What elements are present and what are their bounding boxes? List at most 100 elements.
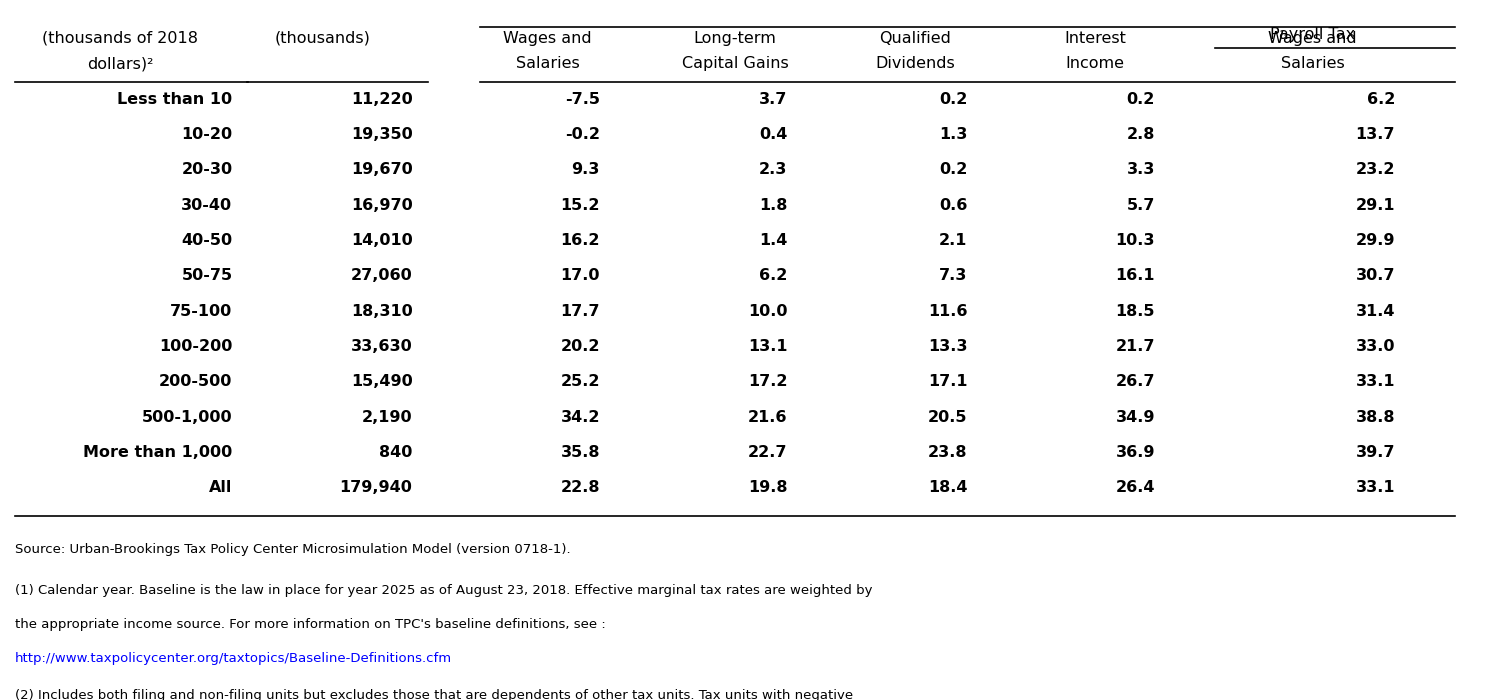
Text: -7.5: -7.5 [566,92,600,106]
Text: 10.3: 10.3 [1116,233,1155,248]
Text: 27,060: 27,060 [351,268,412,284]
Text: 0.2: 0.2 [1126,92,1155,106]
Text: 6.2: 6.2 [1366,92,1395,106]
Text: 39.7: 39.7 [1356,445,1395,460]
Text: 30.7: 30.7 [1356,268,1395,284]
Text: 7.3: 7.3 [939,268,968,284]
Text: 9.3: 9.3 [572,162,600,177]
Text: 22.8: 22.8 [561,480,600,496]
Text: 1.3: 1.3 [939,127,968,142]
Text: 2,190: 2,190 [362,410,413,425]
Text: 18.4: 18.4 [928,480,968,496]
Text: 179,940: 179,940 [339,480,412,496]
Text: 5.7: 5.7 [1126,197,1155,213]
Text: (thousands of 2018: (thousands of 2018 [42,31,198,46]
Text: 18.5: 18.5 [1116,304,1155,318]
Text: Salaries: Salaries [1281,57,1344,71]
Text: Long-term: Long-term [693,31,777,46]
Text: 30-40: 30-40 [182,197,232,213]
Text: 18,310: 18,310 [351,304,412,318]
Text: 26.4: 26.4 [1116,480,1155,496]
Text: 14,010: 14,010 [351,233,412,248]
Text: 36.9: 36.9 [1116,445,1155,460]
Text: 38.8: 38.8 [1356,410,1395,425]
Text: Payroll Tax: Payroll Tax [1270,27,1354,42]
Text: 20.5: 20.5 [928,410,968,425]
Text: 33.0: 33.0 [1356,339,1395,354]
Text: 17.0: 17.0 [561,268,600,284]
Text: 21.6: 21.6 [748,410,788,425]
Text: Salaries: Salaries [516,57,579,71]
Text: Qualified: Qualified [879,31,951,46]
Text: 2.3: 2.3 [759,162,788,177]
Text: 23.2: 23.2 [1356,162,1395,177]
Text: (thousands): (thousands) [274,31,370,46]
Text: 19.8: 19.8 [748,480,788,496]
Text: 13.3: 13.3 [928,339,968,354]
Text: 20-30: 20-30 [182,162,232,177]
Text: Interest: Interest [1064,31,1126,46]
Text: 34.9: 34.9 [1116,410,1155,425]
Text: 0.2: 0.2 [939,162,968,177]
Text: 0.4: 0.4 [759,127,788,142]
Text: 33.1: 33.1 [1356,480,1395,496]
Text: 17.7: 17.7 [561,304,600,318]
Text: 75-100: 75-100 [170,304,232,318]
Text: (2) Includes both filing and non-filing units but excludes those that are depend: (2) Includes both filing and non-filing … [15,689,853,700]
Text: 15.2: 15.2 [561,197,600,213]
Text: Dividends: Dividends [874,57,956,71]
Text: http://www.taxpolicycenter.org/taxtopics/Baseline-Definitions.cfm: http://www.taxpolicycenter.org/taxtopics… [15,652,451,664]
Text: All: All [209,480,232,496]
Text: Less than 10: Less than 10 [117,92,232,106]
Text: 13.1: 13.1 [748,339,788,354]
Text: Capital Gains: Capital Gains [681,57,789,71]
Text: 500-1,000: 500-1,000 [142,410,232,425]
Text: 33.1: 33.1 [1356,374,1395,389]
Text: 34.2: 34.2 [561,410,600,425]
Text: 2.1: 2.1 [939,233,968,248]
Text: 17.2: 17.2 [748,374,788,389]
Text: 16,970: 16,970 [351,197,412,213]
Text: Wages and: Wages and [503,31,592,46]
Text: 11,220: 11,220 [351,92,412,106]
Text: 200-500: 200-500 [159,374,232,389]
Text: 20.2: 20.2 [561,339,600,354]
Text: 16.2: 16.2 [561,233,600,248]
Text: 6.2: 6.2 [759,268,788,284]
Text: 0.2: 0.2 [939,92,968,106]
Text: 3.3: 3.3 [1126,162,1155,177]
Text: dollars)²: dollars)² [87,57,153,71]
Text: 0.6: 0.6 [939,197,968,213]
Text: 16.1: 16.1 [1116,268,1155,284]
Text: More than 1,000: More than 1,000 [84,445,232,460]
Text: 15,490: 15,490 [351,374,412,389]
Text: the appropriate income source. For more information on TPC's baseline definition: the appropriate income source. For more … [15,617,606,631]
Text: 19,350: 19,350 [351,127,412,142]
Text: Wages and: Wages and [1268,31,1358,46]
Text: 26.7: 26.7 [1116,374,1155,389]
Text: -0.2: -0.2 [566,127,600,142]
Text: 2.8: 2.8 [1126,127,1155,142]
Text: (1) Calendar year. Baseline is the law in place for year 2025 as of August 23, 2: (1) Calendar year. Baseline is the law i… [15,584,873,596]
Text: 35.8: 35.8 [561,445,600,460]
Text: Income: Income [1065,57,1125,71]
Text: 10-20: 10-20 [182,127,232,142]
Text: 100-200: 100-200 [159,339,232,354]
Text: 10.0: 10.0 [748,304,788,318]
Text: Source: Urban-Brookings Tax Policy Center Microsimulation Model (version 0718-1): Source: Urban-Brookings Tax Policy Cente… [15,543,570,556]
Text: 50-75: 50-75 [182,268,232,284]
Text: 21.7: 21.7 [1116,339,1155,354]
Text: 31.4: 31.4 [1356,304,1395,318]
Text: 11.6: 11.6 [928,304,968,318]
Text: 840: 840 [380,445,412,460]
Text: 17.1: 17.1 [928,374,968,389]
Text: 33,630: 33,630 [351,339,412,354]
Text: 25.2: 25.2 [561,374,600,389]
Text: 22.7: 22.7 [748,445,788,460]
Text: 1.4: 1.4 [759,233,788,248]
Text: 23.8: 23.8 [928,445,968,460]
Text: 19,670: 19,670 [351,162,412,177]
Text: 29.1: 29.1 [1356,197,1395,213]
Text: 3.7: 3.7 [759,92,788,106]
Text: 13.7: 13.7 [1356,127,1395,142]
